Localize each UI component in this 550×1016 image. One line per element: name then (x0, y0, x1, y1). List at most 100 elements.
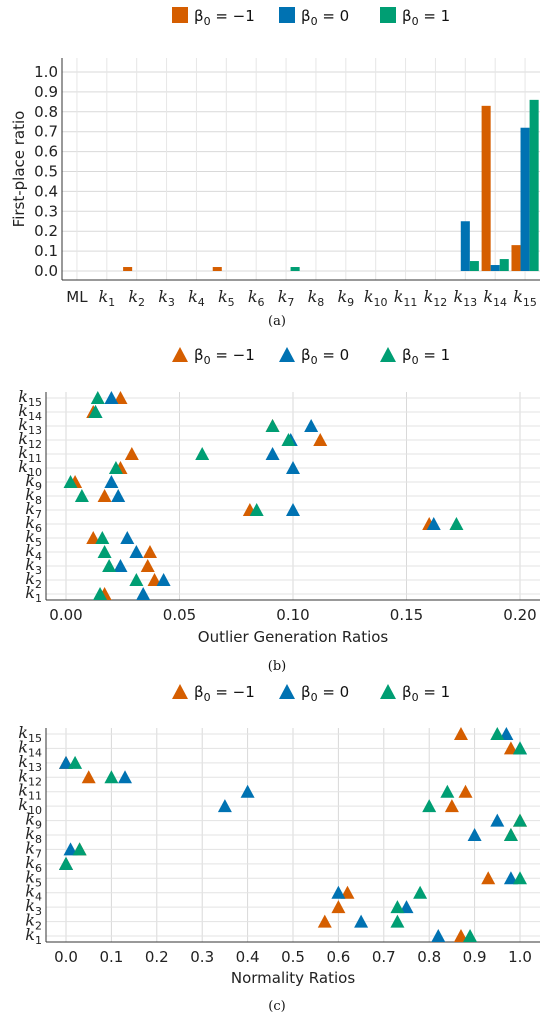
point-marker (195, 447, 210, 460)
y-tick-label: k14 (18, 737, 42, 759)
point-marker (113, 559, 128, 572)
y-tick-label: 0.7 (34, 123, 58, 141)
y-tick-label: k10 (18, 457, 42, 479)
point-marker (444, 799, 459, 813)
point-marker (63, 475, 78, 488)
y-tick-label: k1 (25, 925, 42, 947)
point-marker (140, 559, 155, 572)
point-marker (68, 755, 83, 769)
x-tick-label: 0.1 (99, 948, 123, 966)
x-tick-label: 0.8 (417, 948, 441, 966)
point-marker (265, 419, 280, 432)
point-marker (81, 770, 96, 784)
x-tick-label: k6 (248, 287, 265, 309)
point-marker (513, 871, 527, 885)
point-marker (97, 489, 112, 502)
x-tick-label: 0.2 (145, 948, 169, 966)
y-tick-label: k11 (18, 443, 42, 465)
bar (212, 267, 222, 271)
bar (529, 99, 539, 271)
y-tick-label: k4 (25, 541, 42, 563)
legend-triangle (279, 347, 295, 362)
point-marker (390, 900, 405, 914)
legend-triangle (172, 684, 188, 699)
y-tick-label: k4 (25, 882, 42, 904)
y-tick-label: k1 (25, 583, 42, 605)
x-tick-label: k14 (483, 287, 507, 309)
bar (499, 259, 509, 271)
legend-triangle (279, 684, 295, 699)
x-tick-label: k7 (278, 287, 295, 309)
y-tick-label: k12 (18, 429, 42, 451)
point-marker (503, 871, 518, 885)
y-tick-label: 1.0 (34, 63, 58, 81)
point-marker (503, 741, 518, 755)
y-tick-label: k14 (18, 401, 42, 423)
caption-b: (b) (268, 659, 286, 674)
point-marker (458, 784, 473, 798)
point-marker (113, 391, 128, 404)
x-tick-label: 0.7 (372, 948, 396, 966)
y-tick-label: k8 (25, 824, 42, 846)
panel-b: 0.00 0.05 0.10 0.15 0.20k1k2k3k4k5k6k7k8k9k1… (18, 387, 540, 674)
y-tick-label: k7 (25, 838, 42, 860)
x-axis-title: Outlier Generation Ratios (198, 628, 389, 646)
point-marker (86, 531, 101, 544)
x-tick-label: 0.6 (326, 948, 350, 966)
point-marker (97, 545, 112, 558)
y-tick-label: k3 (25, 896, 42, 918)
legend-label: β0 = 0 (301, 346, 349, 367)
bar (460, 221, 470, 271)
point-marker (281, 433, 296, 446)
point-marker (390, 914, 405, 928)
point-marker (95, 531, 110, 544)
point-marker (108, 461, 123, 474)
x-tick-label: 1.0 (508, 948, 532, 966)
x-tick-label: k8 (308, 287, 325, 309)
point-marker (104, 770, 119, 784)
x-tick-label: k11 (394, 287, 418, 309)
point-marker (217, 799, 232, 813)
legend-label: β0 = −1 (194, 683, 255, 704)
point-marker (124, 447, 139, 460)
point-marker (129, 573, 144, 586)
point-marker (513, 813, 527, 827)
point-marker (467, 828, 482, 841)
panel-c: 0.0 0.1 0.2 0.3 0.4 0.5 0.6 0.7 0.8 0.9 1.0k1k2k3k… (18, 723, 540, 1014)
x-tick-label: k13 (453, 287, 477, 309)
point-marker (440, 784, 455, 798)
bar (481, 105, 491, 271)
legend-triangle (380, 684, 396, 699)
y-axis-title: First-place ratio (10, 111, 28, 228)
point-marker (142, 545, 157, 558)
x-axis-title: Normality Ratios (231, 969, 355, 987)
bar (520, 127, 530, 271)
y-tick-label: k12 (18, 766, 42, 788)
legend-swatch (380, 7, 396, 23)
point-marker (317, 914, 332, 928)
x-tick-label: ML (66, 288, 88, 306)
legend-b: β0 = −1 β0 = 0 β0 = 1 (172, 346, 450, 367)
x-tick-label: 0.20 (503, 606, 536, 624)
point-marker (503, 828, 518, 841)
legend-label: β0 = −1 (194, 346, 255, 367)
point-marker (422, 799, 437, 813)
y-tick-label: k9 (25, 810, 42, 832)
point-marker (104, 475, 119, 488)
x-tick-label: k5 (218, 287, 235, 309)
point-marker (426, 517, 441, 530)
point-marker (331, 885, 346, 899)
y-tick-label: k6 (25, 513, 42, 535)
caption-c: (c) (268, 999, 285, 1014)
legend-a: β0 = −1 β0 = 0 β0 = 1 (172, 7, 450, 28)
legend-label: β0 = 0 (301, 683, 349, 704)
bar (290, 267, 300, 271)
x-tick-label: k2 (128, 287, 145, 309)
y-tick-label: k11 (18, 781, 42, 803)
point-marker (156, 573, 171, 586)
point-marker (88, 405, 103, 418)
x-tick-label: 0.10 (276, 606, 309, 624)
point-marker (118, 770, 133, 784)
point-marker (453, 727, 468, 740)
legend-triangle (380, 347, 396, 362)
